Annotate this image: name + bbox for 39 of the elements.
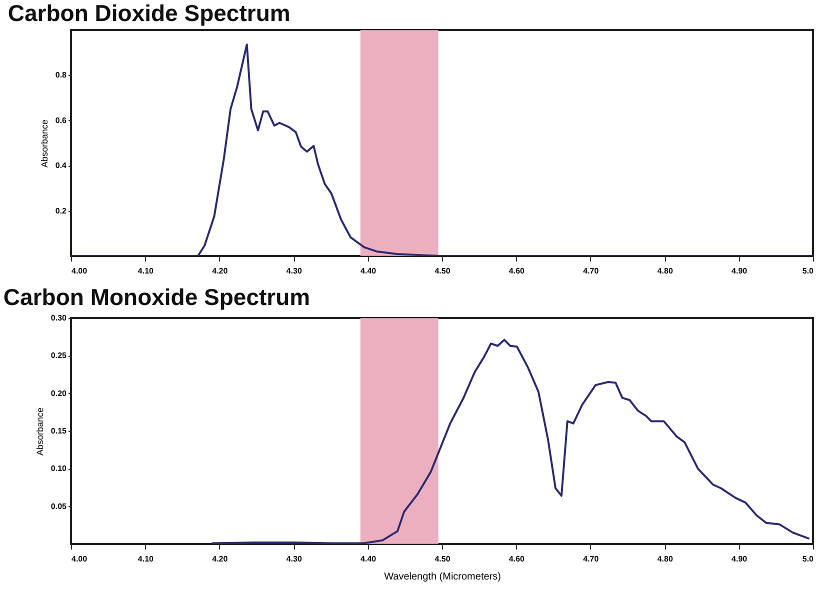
y-tick-label: 0.30 <box>50 314 68 322</box>
x-tick-label: 4.60 <box>508 554 526 564</box>
chart-title: Carbon Monoxide Spectrum <box>3 284 310 310</box>
y-tick-label: 0.20 <box>50 388 68 398</box>
line-series <box>210 338 810 544</box>
y-tick-label: 0.05 <box>50 502 68 511</box>
x-axis-title: Wavelength (Micrometers) <box>384 572 501 582</box>
y-tick-label: 0.2 <box>55 206 68 216</box>
x-tick-label: 4.80 <box>657 266 674 276</box>
chart-title: Carbon Dioxide Spectrum <box>8 0 290 26</box>
y-tick-label: 0.15 <box>50 426 68 436</box>
x-tick-label: 4.80 <box>657 554 674 564</box>
x-tick-label: 4.00 <box>72 266 88 276</box>
y-axis-title: Absorbance <box>34 407 45 456</box>
x-tick-label: 4.00 <box>72 554 88 564</box>
x-tick-label: 4.60 <box>508 266 526 276</box>
x-tick-label: 4.90 <box>732 554 748 564</box>
y-tick-label: 0.10 <box>50 464 68 474</box>
y-tick-label: 0.25 <box>50 351 68 360</box>
x-tick-label: 4.40 <box>360 554 377 564</box>
x-tick-label: 5.0 <box>802 554 814 564</box>
x-tick-label: 4.70 <box>583 266 600 276</box>
y-tick-label: 0.8 <box>55 70 68 80</box>
y-tick-label: 0.4 <box>55 161 68 170</box>
x-tick-label: 4.70 <box>583 554 600 564</box>
x-tick-label: 4.50 <box>434 554 451 564</box>
x-tick-label: 4.30 <box>286 266 302 276</box>
x-tick-label: 4.90 <box>732 266 748 276</box>
x-tick-label: 4.20 <box>212 554 228 564</box>
x-tick-label: 4.40 <box>360 266 377 276</box>
x-tick-label: 4.10 <box>138 266 154 276</box>
x-tick-label: 4.10 <box>138 554 154 564</box>
x-tick-label: 4.50 <box>434 266 451 276</box>
x-tick-label: 5.0 <box>802 266 814 276</box>
x-tick-label: 4.20 <box>212 266 228 276</box>
line-series <box>71 43 813 256</box>
x-tick-label: 4.30 <box>286 554 302 564</box>
y-tick-label: 0.6 <box>55 116 68 125</box>
y-axis-title: Absorbance <box>39 119 50 168</box>
